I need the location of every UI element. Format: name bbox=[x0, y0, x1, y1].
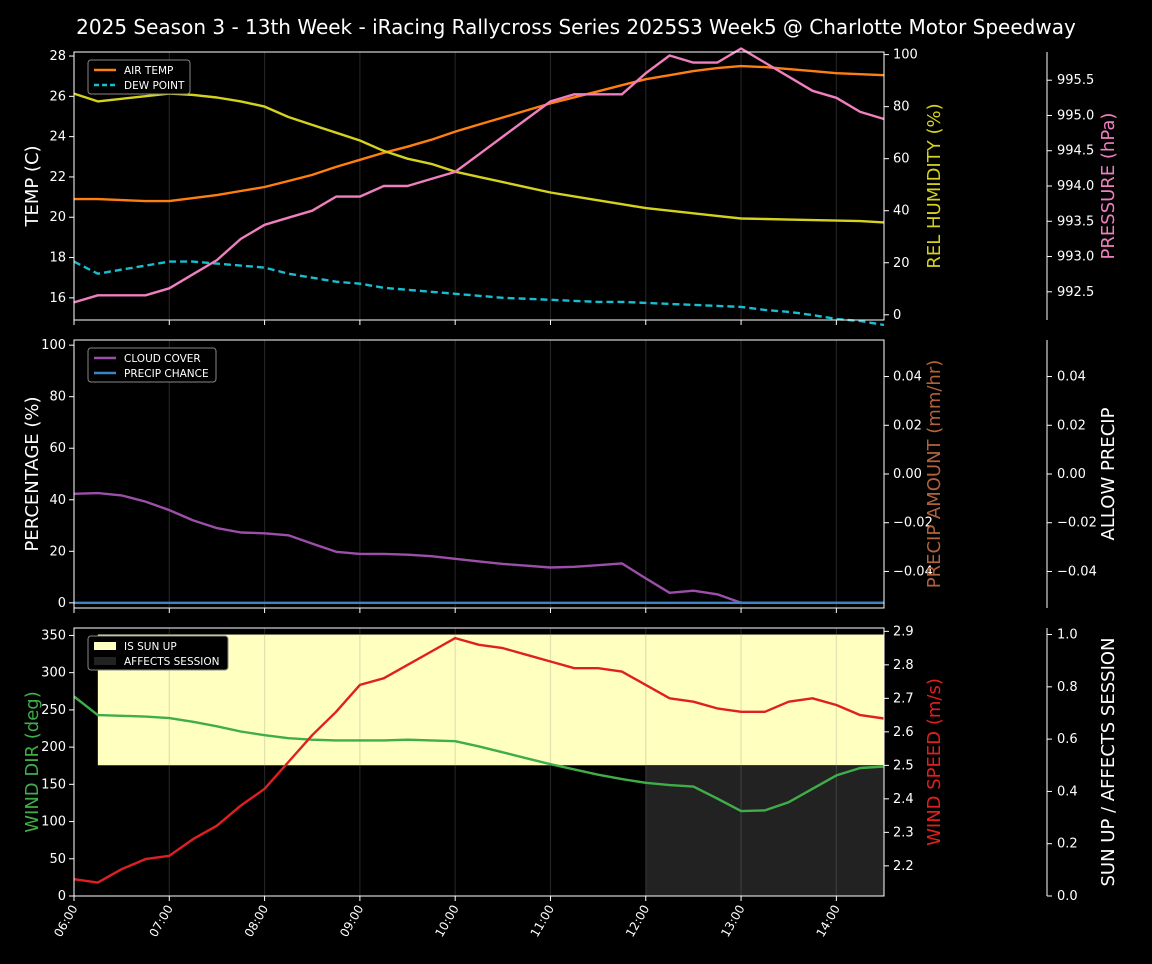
right-tick-label: 0 bbox=[893, 308, 901, 323]
right-tick-label: 20 bbox=[893, 256, 910, 271]
far-tick-label: −0.02 bbox=[1057, 516, 1097, 531]
right-tick-label: 0.04 bbox=[893, 370, 922, 385]
right-tick-label: 0.00 bbox=[893, 467, 922, 482]
right-tick-label: 2.8 bbox=[893, 658, 914, 673]
left-tick-label: 0 bbox=[58, 596, 66, 611]
legend-box bbox=[87, 347, 217, 383]
far-tick-label: 0.8 bbox=[1057, 680, 1078, 695]
far-tick-label: 1.0 bbox=[1057, 628, 1078, 643]
panel-1: 16 18 20 22 24 26 28 0 20 40 60 80 100 992.5 993.0 993.… bbox=[22, 47, 1119, 327]
left-tick-label: 20 bbox=[49, 210, 66, 225]
right-axis-label: WIND SPEED (m/s) bbox=[924, 678, 945, 846]
left-axis-label: TEMP (C) bbox=[22, 145, 43, 227]
far-tick-label: 994.5 bbox=[1057, 144, 1094, 159]
left-tick-label: 100 bbox=[41, 815, 66, 830]
right-tick-label: 2.6 bbox=[893, 725, 914, 740]
far-tick-label: 993.0 bbox=[1057, 250, 1094, 265]
right-tick-label: 40 bbox=[893, 204, 910, 219]
left-tick-label: 26 bbox=[49, 89, 66, 104]
plot-frame bbox=[73, 627, 885, 897]
far-axis-label: ALLOW PRECIP bbox=[1098, 407, 1119, 540]
left-tick-label: 22 bbox=[49, 170, 66, 185]
right-tick-label: 2.2 bbox=[893, 859, 914, 874]
left-tick-label: 80 bbox=[49, 390, 66, 405]
left-tick-label: 24 bbox=[49, 130, 66, 145]
series-dew-point bbox=[73, 260, 885, 327]
right-tick-label: 2.3 bbox=[893, 825, 914, 840]
chart-panels: 16 18 20 22 24 26 28 0 20 40 60 80 100 992.5 993.0 993.… bbox=[22, 47, 1119, 939]
panel-3: 06:00 07:00 08:00 09:00 10:00 11:00 12:00 13:00… bbox=[22, 624, 1119, 939]
right-tick-label: 2.9 bbox=[893, 624, 914, 639]
right-tick-label: −0.02 bbox=[893, 516, 933, 531]
legend-entry: AIR TEMP bbox=[124, 65, 173, 77]
legend: IS SUN UP AFFECTS SESSION bbox=[87, 635, 229, 671]
series-air-temp bbox=[74, 64, 885, 203]
far-tick-label: 995.0 bbox=[1057, 108, 1094, 123]
left-tick-label: 60 bbox=[49, 441, 66, 456]
legend-entry: DEW POINT bbox=[124, 80, 185, 92]
far-tick-label: 0.6 bbox=[1057, 732, 1078, 747]
far-tick-label: 993.5 bbox=[1057, 214, 1094, 229]
legend-entry: CLOUD COVER bbox=[124, 353, 201, 365]
far-tick-label: −0.04 bbox=[1057, 564, 1097, 579]
legend-swatch bbox=[94, 642, 116, 650]
left-tick-label: 200 bbox=[41, 740, 66, 755]
left-tick-label: 100 bbox=[41, 338, 66, 353]
series-rel-humidity bbox=[73, 92, 885, 224]
far-tick-label: 0.00 bbox=[1057, 467, 1086, 482]
far-tick-label: 0.04 bbox=[1057, 370, 1086, 385]
legend-box bbox=[87, 635, 229, 671]
far-tick-label: 992.5 bbox=[1057, 285, 1094, 300]
legend-entry: IS SUN UP bbox=[124, 641, 177, 653]
left-axis-label: WIND DIR (deg) bbox=[22, 691, 43, 833]
left-tick-label: 0 bbox=[58, 889, 66, 904]
right-tick-label: 100 bbox=[893, 48, 918, 63]
right-tick-label: −0.04 bbox=[893, 564, 933, 579]
legend-swatch bbox=[94, 657, 116, 665]
left-tick-label: 40 bbox=[49, 493, 66, 508]
plot-frame bbox=[73, 51, 885, 321]
legend: AIR TEMP DEW POINT bbox=[87, 59, 191, 95]
series-pressure bbox=[73, 47, 885, 304]
right-axis-label: PRECIP AMOUNT (mm/hr) bbox=[924, 360, 945, 589]
left-tick-label: 18 bbox=[49, 251, 66, 266]
legend-entry: PRECIP CHANCE bbox=[124, 368, 209, 380]
left-tick-label: 150 bbox=[41, 777, 66, 792]
far-tick-label: 994.0 bbox=[1057, 179, 1094, 194]
right-tick-label: 2.7 bbox=[893, 691, 914, 706]
right-tick-label: 2.5 bbox=[893, 758, 914, 773]
far-axis-label: SUN UP / AFFECTS SESSION bbox=[1098, 637, 1119, 886]
legend: CLOUD COVER PRECIP CHANCE bbox=[87, 347, 217, 383]
far-tick-label: 995.5 bbox=[1057, 73, 1094, 88]
right-tick-label: 60 bbox=[893, 152, 910, 167]
right-axis-label: REL HUMIDITY (%) bbox=[924, 103, 945, 268]
chart-title: 2025 Season 3 - 13th Week - iRacing Rall… bbox=[76, 15, 1076, 39]
left-axis-label: PERCENTAGE (%) bbox=[22, 396, 43, 551]
far-tick-label: 0.2 bbox=[1057, 837, 1078, 852]
right-tick-label: 0.02 bbox=[893, 418, 922, 433]
left-tick-label: 300 bbox=[41, 666, 66, 681]
series-wind-speed bbox=[73, 636, 885, 884]
far-tick-label: 0.4 bbox=[1057, 784, 1078, 799]
left-tick-label: 28 bbox=[49, 49, 66, 64]
left-tick-label: 350 bbox=[41, 628, 66, 643]
left-tick-label: 50 bbox=[49, 852, 66, 867]
far-axis-label: PRESSURE (hPa) bbox=[1098, 113, 1119, 260]
left-tick-label: 16 bbox=[49, 291, 66, 306]
far-tick-label: 0.02 bbox=[1057, 418, 1086, 433]
legend-entry: AFFECTS SESSION bbox=[124, 656, 220, 668]
right-tick-label: 80 bbox=[893, 100, 910, 115]
left-tick-label: 20 bbox=[49, 544, 66, 559]
series-wind-dir bbox=[73, 695, 885, 813]
right-tick-label: 2.4 bbox=[893, 792, 914, 807]
far-tick-label: 0.0 bbox=[1057, 889, 1078, 904]
panel-2: 0 20 40 60 80 100 −0.04 −0.02 0.00 0.02 0.04 −0.04 −… bbox=[22, 338, 1119, 613]
left-tick-label: 250 bbox=[41, 703, 66, 718]
sun-up-region bbox=[97, 634, 884, 766]
